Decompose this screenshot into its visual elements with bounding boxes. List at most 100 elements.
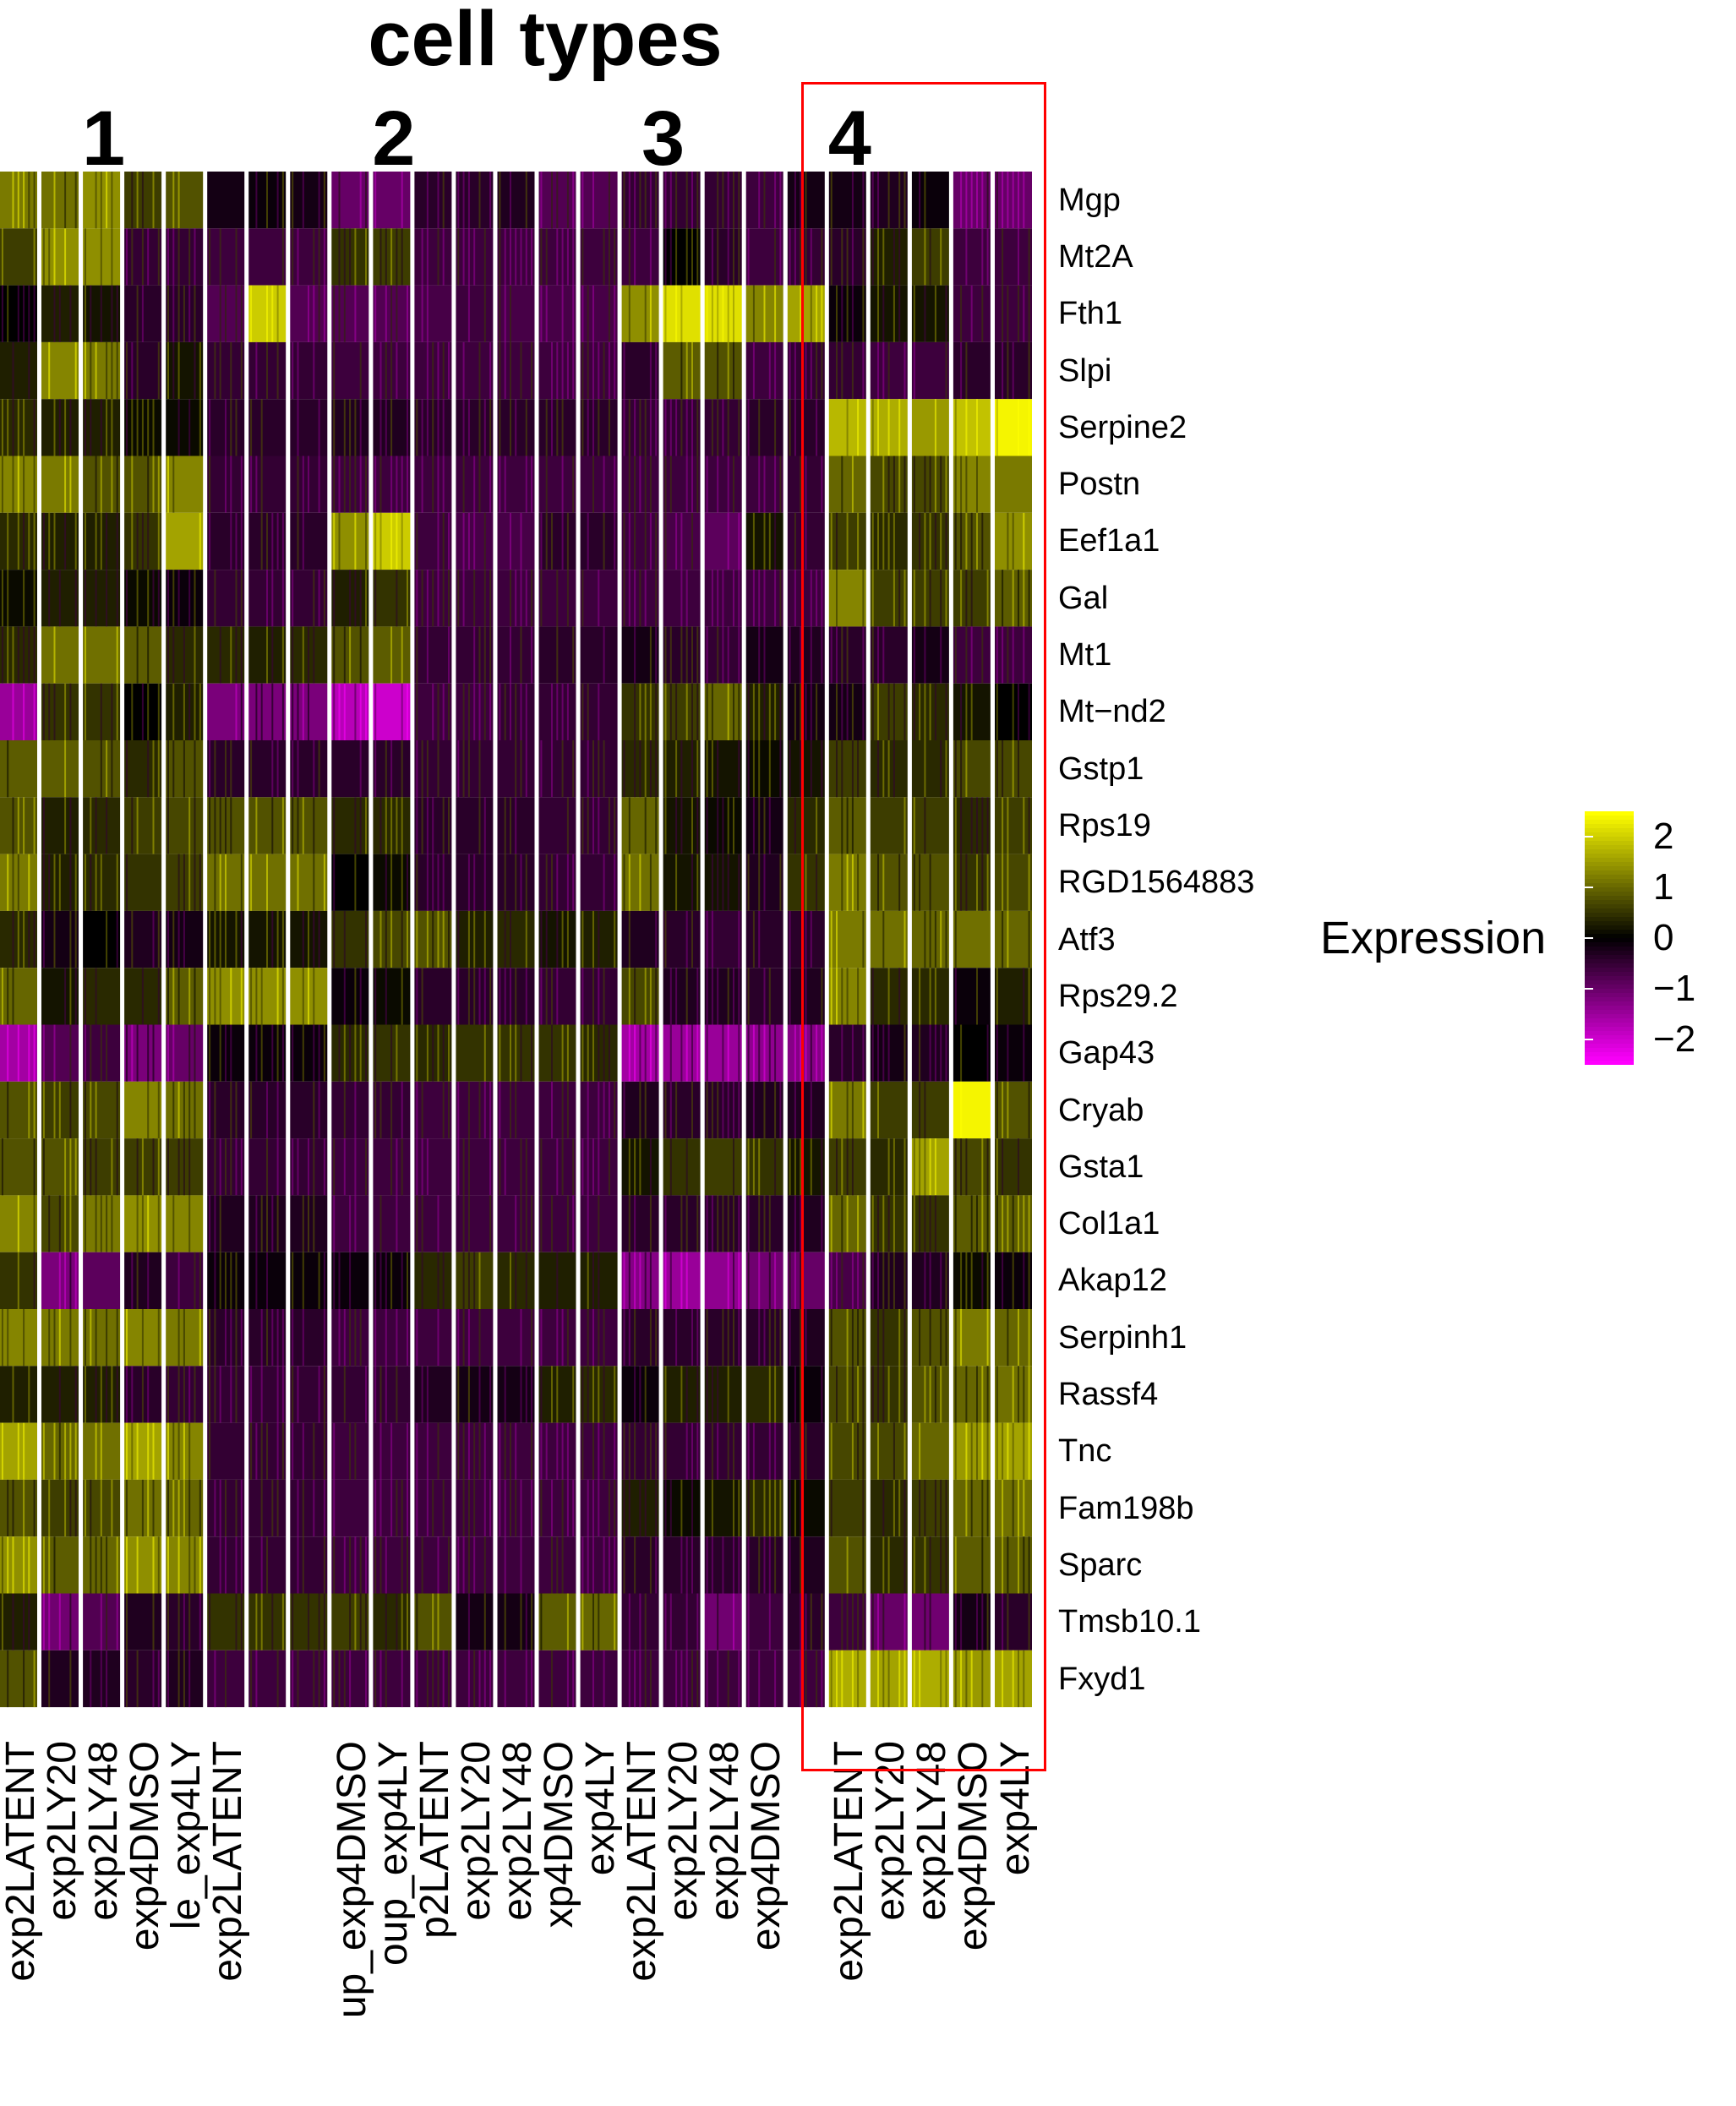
heatmap-cell-stripe bbox=[17, 1422, 19, 1480]
heatmap-cell-stripe bbox=[194, 1366, 196, 1423]
heatmap-cell bbox=[83, 1081, 121, 1139]
heatmap-cell-stripe bbox=[313, 341, 315, 400]
heatmap-cell-stripe bbox=[510, 570, 511, 627]
heatmap-cell-stripe bbox=[7, 1081, 9, 1139]
heatmap-cell-stripe bbox=[183, 1650, 185, 1708]
heatmap-cell-stripe bbox=[608, 1479, 610, 1537]
heatmap-cell bbox=[207, 1081, 245, 1139]
heatmap-cell-stripe bbox=[970, 683, 973, 740]
heatmap-cell-stripe bbox=[929, 910, 931, 968]
heatmap-cell-stripe bbox=[281, 1309, 284, 1367]
heatmap-cell-stripe bbox=[255, 1650, 258, 1708]
legend-color-step bbox=[1585, 947, 1634, 952]
heatmap-cell-stripe bbox=[680, 341, 683, 400]
heatmap-cell-stripe bbox=[1007, 285, 1009, 342]
heatmap-cell-stripe bbox=[981, 1593, 984, 1650]
heatmap-cell-stripe bbox=[913, 1536, 915, 1594]
heatmap-cell-stripe bbox=[981, 1650, 984, 1708]
legend-title: Expression bbox=[1320, 913, 1547, 963]
heatmap-cell-stripe bbox=[603, 1024, 605, 1082]
heatmap-cell-stripe bbox=[266, 285, 268, 342]
heatmap-cell-stripe bbox=[141, 1479, 144, 1537]
heatmap-cell-stripe bbox=[882, 1479, 885, 1537]
heatmap-cell-stripe bbox=[655, 740, 658, 798]
heatmap-cell-stripe bbox=[390, 1081, 393, 1139]
heatmap-cell-stripe bbox=[379, 399, 382, 456]
heatmap-cell-stripe bbox=[639, 854, 641, 911]
heatmap-cell-stripe bbox=[520, 683, 522, 740]
heatmap-cell-stripe bbox=[581, 285, 584, 342]
heatmap-cell-stripe bbox=[965, 228, 968, 286]
heatmap-cell-stripe bbox=[540, 228, 543, 286]
heatmap-cell-stripe bbox=[69, 1138, 72, 1196]
heatmap-cell-stripe bbox=[996, 626, 998, 684]
heatmap-cell-stripe bbox=[359, 1024, 362, 1082]
heatmap-cell-stripe bbox=[551, 1366, 553, 1423]
heatmap-cell bbox=[248, 456, 287, 513]
heatmap-cell-stripe bbox=[396, 1024, 398, 1082]
heatmap-cell-stripe bbox=[323, 228, 325, 286]
heatmap-cell-stripe bbox=[437, 1252, 439, 1309]
heatmap-cell-stripe bbox=[225, 1650, 227, 1708]
heatmap-cell bbox=[745, 1422, 783, 1480]
heatmap-cell-stripe bbox=[157, 1309, 160, 1367]
heatmap-cell-stripe bbox=[960, 1024, 963, 1082]
heatmap-cell-stripe bbox=[903, 172, 906, 229]
heatmap-cell-stripe bbox=[669, 228, 672, 286]
heatmap-cell-stripe bbox=[515, 854, 517, 911]
heatmap-cell-stripe bbox=[561, 1536, 564, 1594]
heatmap-cell-stripe bbox=[970, 1422, 973, 1480]
heatmap-cell-stripe bbox=[752, 797, 755, 854]
heatmap-cell-stripe bbox=[738, 1252, 740, 1309]
heatmap-cell-stripe bbox=[965, 399, 968, 456]
heatmap-cell bbox=[414, 1422, 452, 1480]
heatmap-cell-stripe bbox=[23, 172, 25, 229]
heatmap-cell-stripe bbox=[696, 683, 699, 740]
heatmap-cell-stripe bbox=[763, 1024, 766, 1082]
heatmap-cell-stripe bbox=[69, 1081, 72, 1139]
heatmap-cell-stripe bbox=[48, 512, 51, 570]
heatmap-cell-stripe bbox=[1023, 1479, 1025, 1537]
heatmap-cell-stripe bbox=[74, 968, 77, 1025]
heatmap-cell bbox=[704, 512, 742, 570]
heatmap-cell-stripe bbox=[401, 626, 403, 684]
heatmap-cell bbox=[497, 1138, 535, 1196]
heatmap-cell-stripe bbox=[421, 570, 423, 627]
heatmap-cell-stripe bbox=[17, 854, 19, 911]
heatmap-cell-stripe bbox=[333, 1138, 336, 1196]
heatmap-cell-stripe bbox=[857, 1366, 860, 1423]
heatmap-cell-stripe bbox=[882, 1593, 885, 1650]
heatmap-cell-stripe bbox=[313, 1195, 315, 1252]
heatmap-cell-stripe bbox=[281, 1024, 284, 1082]
heatmap-cell-stripe bbox=[696, 854, 699, 911]
heatmap-cell-stripe bbox=[836, 512, 838, 570]
heatmap-cell-stripe bbox=[333, 626, 336, 684]
heatmap-cell-stripe bbox=[510, 228, 511, 286]
heatmap-cell-stripe bbox=[48, 228, 51, 286]
heatmap-cell-stripe bbox=[12, 1536, 14, 1594]
heatmap-cell-stripe bbox=[551, 1650, 553, 1708]
column-label: exp4DMSO bbox=[122, 1741, 167, 1951]
heatmap-cell-stripe bbox=[53, 1422, 56, 1480]
heatmap-cell-stripe bbox=[126, 1309, 128, 1367]
heatmap-cell-stripe bbox=[1, 399, 3, 456]
heatmap-cell-stripe bbox=[821, 285, 823, 342]
heatmap-cell-stripe bbox=[515, 1081, 517, 1139]
heatmap-cell-stripe bbox=[473, 683, 476, 740]
heatmap-cell-stripe bbox=[407, 1422, 408, 1480]
heatmap-cell-stripe bbox=[887, 512, 890, 570]
heatmap-cell-stripe bbox=[141, 968, 144, 1025]
heatmap-cell-stripe bbox=[1023, 968, 1025, 1025]
heatmap-cell-stripe bbox=[136, 797, 139, 854]
heatmap-cell-stripe bbox=[401, 1479, 403, 1537]
heatmap-cell bbox=[663, 968, 701, 1025]
heatmap-cell-stripe bbox=[540, 968, 543, 1025]
heatmap-cell-stripe bbox=[614, 1422, 616, 1480]
heatmap-cell-stripe bbox=[810, 740, 812, 798]
heatmap-cell bbox=[828, 740, 866, 798]
heatmap-cell-stripe bbox=[551, 1479, 553, 1537]
heatmap-cell-stripe bbox=[457, 228, 460, 286]
heatmap-cell-stripe bbox=[924, 1252, 926, 1309]
heatmap-cell-stripe bbox=[664, 1252, 667, 1309]
heatmap-cell-stripe bbox=[655, 1024, 658, 1082]
